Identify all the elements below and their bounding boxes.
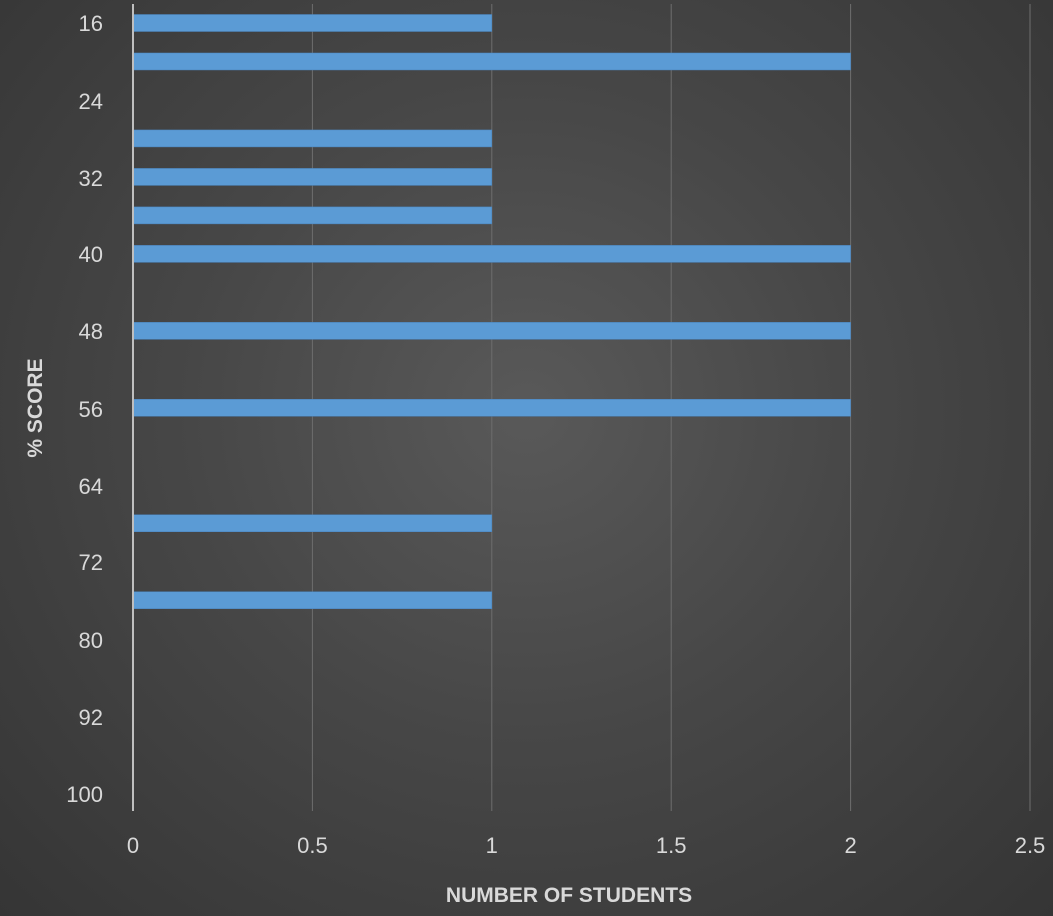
y-tick-label: 56 (79, 397, 103, 422)
x-tick-label: 0 (127, 833, 139, 858)
bar-56 (132, 399, 851, 417)
bar-32 (132, 168, 493, 186)
y-tick-label: 32 (79, 166, 103, 191)
y-tick-label: 64 (79, 474, 103, 499)
y-tick-label: 24 (79, 89, 103, 114)
y-tick-label: 40 (79, 242, 103, 267)
bar-48 (132, 322, 851, 340)
y-tick-label: 100 (66, 782, 103, 807)
bar-20 (132, 52, 851, 71)
x-tick-label: 2.5 (1015, 833, 1046, 858)
y-tick-label: 72 (79, 550, 103, 575)
x-tick-label: 0.5 (297, 833, 328, 858)
x-tick-label: 2 (844, 833, 856, 858)
y-tick-label: 92 (79, 705, 103, 730)
y-tick-label: 16 (79, 11, 103, 36)
bar-40 (132, 245, 851, 263)
x-axis-title: NUMBER OF STUDENTS (446, 884, 692, 907)
y-tick-label: 80 (79, 628, 103, 653)
bar-16 (132, 14, 493, 32)
x-tick-labels: 0 0.5 1 1.5 2 2.5 (127, 833, 1045, 858)
bar-76 (132, 591, 493, 609)
bar-68 (132, 514, 493, 532)
y-tick-labels: 16 24 32 40 48 56 64 72 80 92 100 (66, 11, 103, 807)
x-tick-label: 1.5 (656, 833, 687, 858)
y-axis-title: % SCORE (24, 358, 47, 457)
bars (132, 14, 851, 609)
bar-36 (132, 206, 493, 225)
x-tick-label: 1 (486, 833, 498, 858)
bar-28 (132, 129, 493, 148)
y-tick-label: 48 (79, 319, 103, 344)
